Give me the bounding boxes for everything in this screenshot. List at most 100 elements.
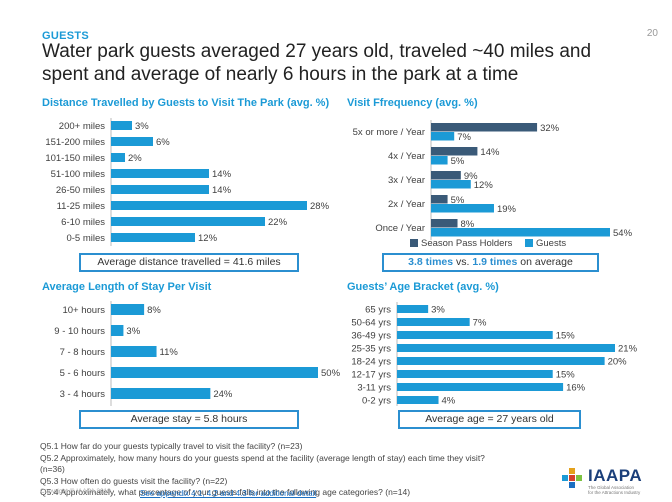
- age-category-label: 18-24 yrs: [351, 357, 391, 368]
- frequency-category-label: 3x / Year: [388, 175, 425, 186]
- distance-chart: 200+ miles 3% 151-200 miles 6% 101-150 miles…: [45, 118, 330, 246]
- age-chart-title: Guests’ Age Bracket (avg. %): [347, 281, 499, 293]
- frequency-bar-season-pass: [431, 147, 478, 156]
- note-q54: Q5.4 Approximately, what percentage of y…: [40, 487, 411, 497]
- distance-category-label: 6-10 miles: [61, 217, 105, 228]
- frequency-value-label: 5%: [451, 156, 465, 167]
- distance-value-label: 22%: [268, 217, 288, 228]
- frequency-chart-title: Visit Ffrequency (avg. %): [347, 97, 478, 109]
- guests-legend-label: Guests: [536, 238, 567, 249]
- stay-value-label: 11%: [160, 347, 179, 358]
- distance-bar: [111, 153, 125, 162]
- distance-average-box: Average distance travelled = 41.6 miles: [79, 253, 299, 272]
- frequency-legend: Season Pass Holders Guests: [410, 238, 566, 249]
- stay-category-label: 7 - 8 hours: [60, 347, 106, 358]
- stay-bar: [111, 388, 211, 399]
- iaapa-logo: IAAPA The Global Association for the Attr…: [560, 466, 656, 496]
- copyright: Copyright © IAAPA 2019: [40, 488, 111, 495]
- distance-category-label: 101-150 miles: [45, 153, 105, 164]
- appendix-link[interactable]: See appendix 4.1, 4.2 and 4.3 for additi…: [140, 489, 317, 498]
- age-category-label: 36-49 yrs: [351, 331, 391, 342]
- season-pass-legend-label: Season Pass Holders: [421, 238, 513, 249]
- frequency-value-label: 54%: [613, 228, 633, 239]
- frequency-vs: vs.: [456, 256, 470, 268]
- distance-category-label: 51-100 miles: [51, 169, 106, 180]
- stay-bar: [111, 346, 157, 357]
- stay-chart-title: Average Length of Stay Per Visit: [42, 281, 212, 293]
- iaapa-logo-tagline: The Global Association for the Attraction…: [588, 485, 641, 495]
- stay-value-label: 3%: [126, 326, 140, 337]
- distance-bar: [111, 233, 195, 242]
- stay-category-label: 3 - 4 hours: [60, 389, 106, 400]
- distance-category-label: 11-25 miles: [57, 201, 106, 212]
- frequency-value-label: 9%: [464, 171, 478, 182]
- stay-category-label: 5 - 6 hours: [60, 368, 106, 379]
- distance-value-label: 6%: [156, 137, 170, 148]
- frequency-bar-season-pass: [431, 171, 461, 180]
- survey-notes: Q5.1 How far do your guests typically tr…: [40, 441, 510, 499]
- distance-value-label: 14%: [212, 185, 232, 196]
- distance-bar: [111, 121, 132, 130]
- age-average-box: Average age = 27 years old: [398, 410, 581, 429]
- note-q52: Q5.2 Approximately, how many hours do yo…: [40, 452, 485, 475]
- distance-chart-title: Distance Travelled by Guests to Visit Th…: [42, 97, 330, 109]
- age-bar: [397, 370, 553, 378]
- age-bar: [397, 383, 564, 391]
- season-pass-legend-swatch: [410, 239, 418, 248]
- age-bar: [397, 318, 470, 326]
- frequency-chart: 5x or more / Year 32% 7% 4x / Year 14% 5% 3x /…: [353, 120, 633, 240]
- age-value-label: 3%: [431, 305, 445, 316]
- iaapa-logo-text: IAAPA: [588, 466, 643, 485]
- frequency-value-label: 32%: [540, 123, 560, 134]
- frequency-average-box: 3.8 times vs. 1.9 times on average: [382, 253, 599, 272]
- distance-bar: [111, 201, 307, 210]
- frequency-bar-season-pass: [431, 123, 538, 132]
- distance-bar: [111, 217, 265, 226]
- frequency-value-label: 7%: [457, 132, 471, 143]
- frequency-bar-guests: [431, 180, 471, 189]
- frequency-bar-season-pass: [431, 219, 458, 228]
- age-bar: [397, 396, 439, 404]
- distance-category-label: 200+ miles: [59, 121, 105, 132]
- frequency-category-label: 2x / Year: [388, 199, 425, 210]
- age-category-label: 0-2 yrs: [362, 396, 391, 407]
- note-q53: Q5.3 How often do guests visit the facil…: [40, 475, 228, 486]
- distance-value-label: 28%: [310, 201, 330, 212]
- stay-bar: [111, 325, 124, 336]
- frequency-bar-season-pass: [431, 195, 448, 204]
- guest-frequency: 1.9 times: [472, 256, 518, 268]
- age-value-label: 16%: [566, 383, 586, 394]
- distance-value-label: 2%: [128, 153, 142, 164]
- age-bar: [397, 357, 605, 365]
- stay-bar: [111, 304, 145, 315]
- age-value-label: 7%: [473, 318, 487, 329]
- frequency-value-label: 14%: [480, 147, 500, 158]
- stay-bar: [111, 367, 318, 378]
- frequency-bar-guests: [431, 156, 448, 165]
- distance-bar: [111, 185, 209, 194]
- section-kicker: GUESTS: [42, 30, 90, 42]
- distance-category-label: 26-50 miles: [56, 185, 105, 196]
- distance-value-label: 12%: [198, 233, 218, 244]
- page-number: 20: [646, 28, 658, 39]
- age-category-label: 25-35 yrs: [351, 344, 391, 355]
- frequency-value-label: 12%: [474, 180, 494, 191]
- stay-value-label: 24%: [213, 389, 233, 400]
- frequency-value-label: 5%: [451, 195, 465, 206]
- stay-average-box: Average stay = 5.8 hours: [79, 410, 299, 429]
- age-chart: 65 yrs 3% 50-64 yrs 7% 36-49 yrs 15% 25-35 yrs…: [351, 302, 638, 407]
- age-category-label: 65 yrs: [365, 305, 391, 316]
- age-value-label: 4%: [442, 396, 456, 407]
- age-value-label: 15%: [556, 370, 576, 381]
- distance-value-label: 14%: [212, 169, 232, 180]
- guests-legend-swatch: [525, 239, 533, 248]
- distance-bar: [111, 169, 209, 178]
- frequency-value-label: 19%: [497, 204, 517, 215]
- age-value-label: 21%: [618, 344, 638, 355]
- stay-value-label: 8%: [147, 305, 161, 316]
- distance-category-label: 0-5 miles: [66, 233, 105, 244]
- note-q51: Q5.1 How far do your guests typically tr…: [40, 441, 303, 451]
- distance-value-label: 3%: [135, 121, 149, 132]
- age-category-label: 12-17 yrs: [351, 370, 391, 381]
- frequency-category-label: 4x / Year: [388, 151, 425, 162]
